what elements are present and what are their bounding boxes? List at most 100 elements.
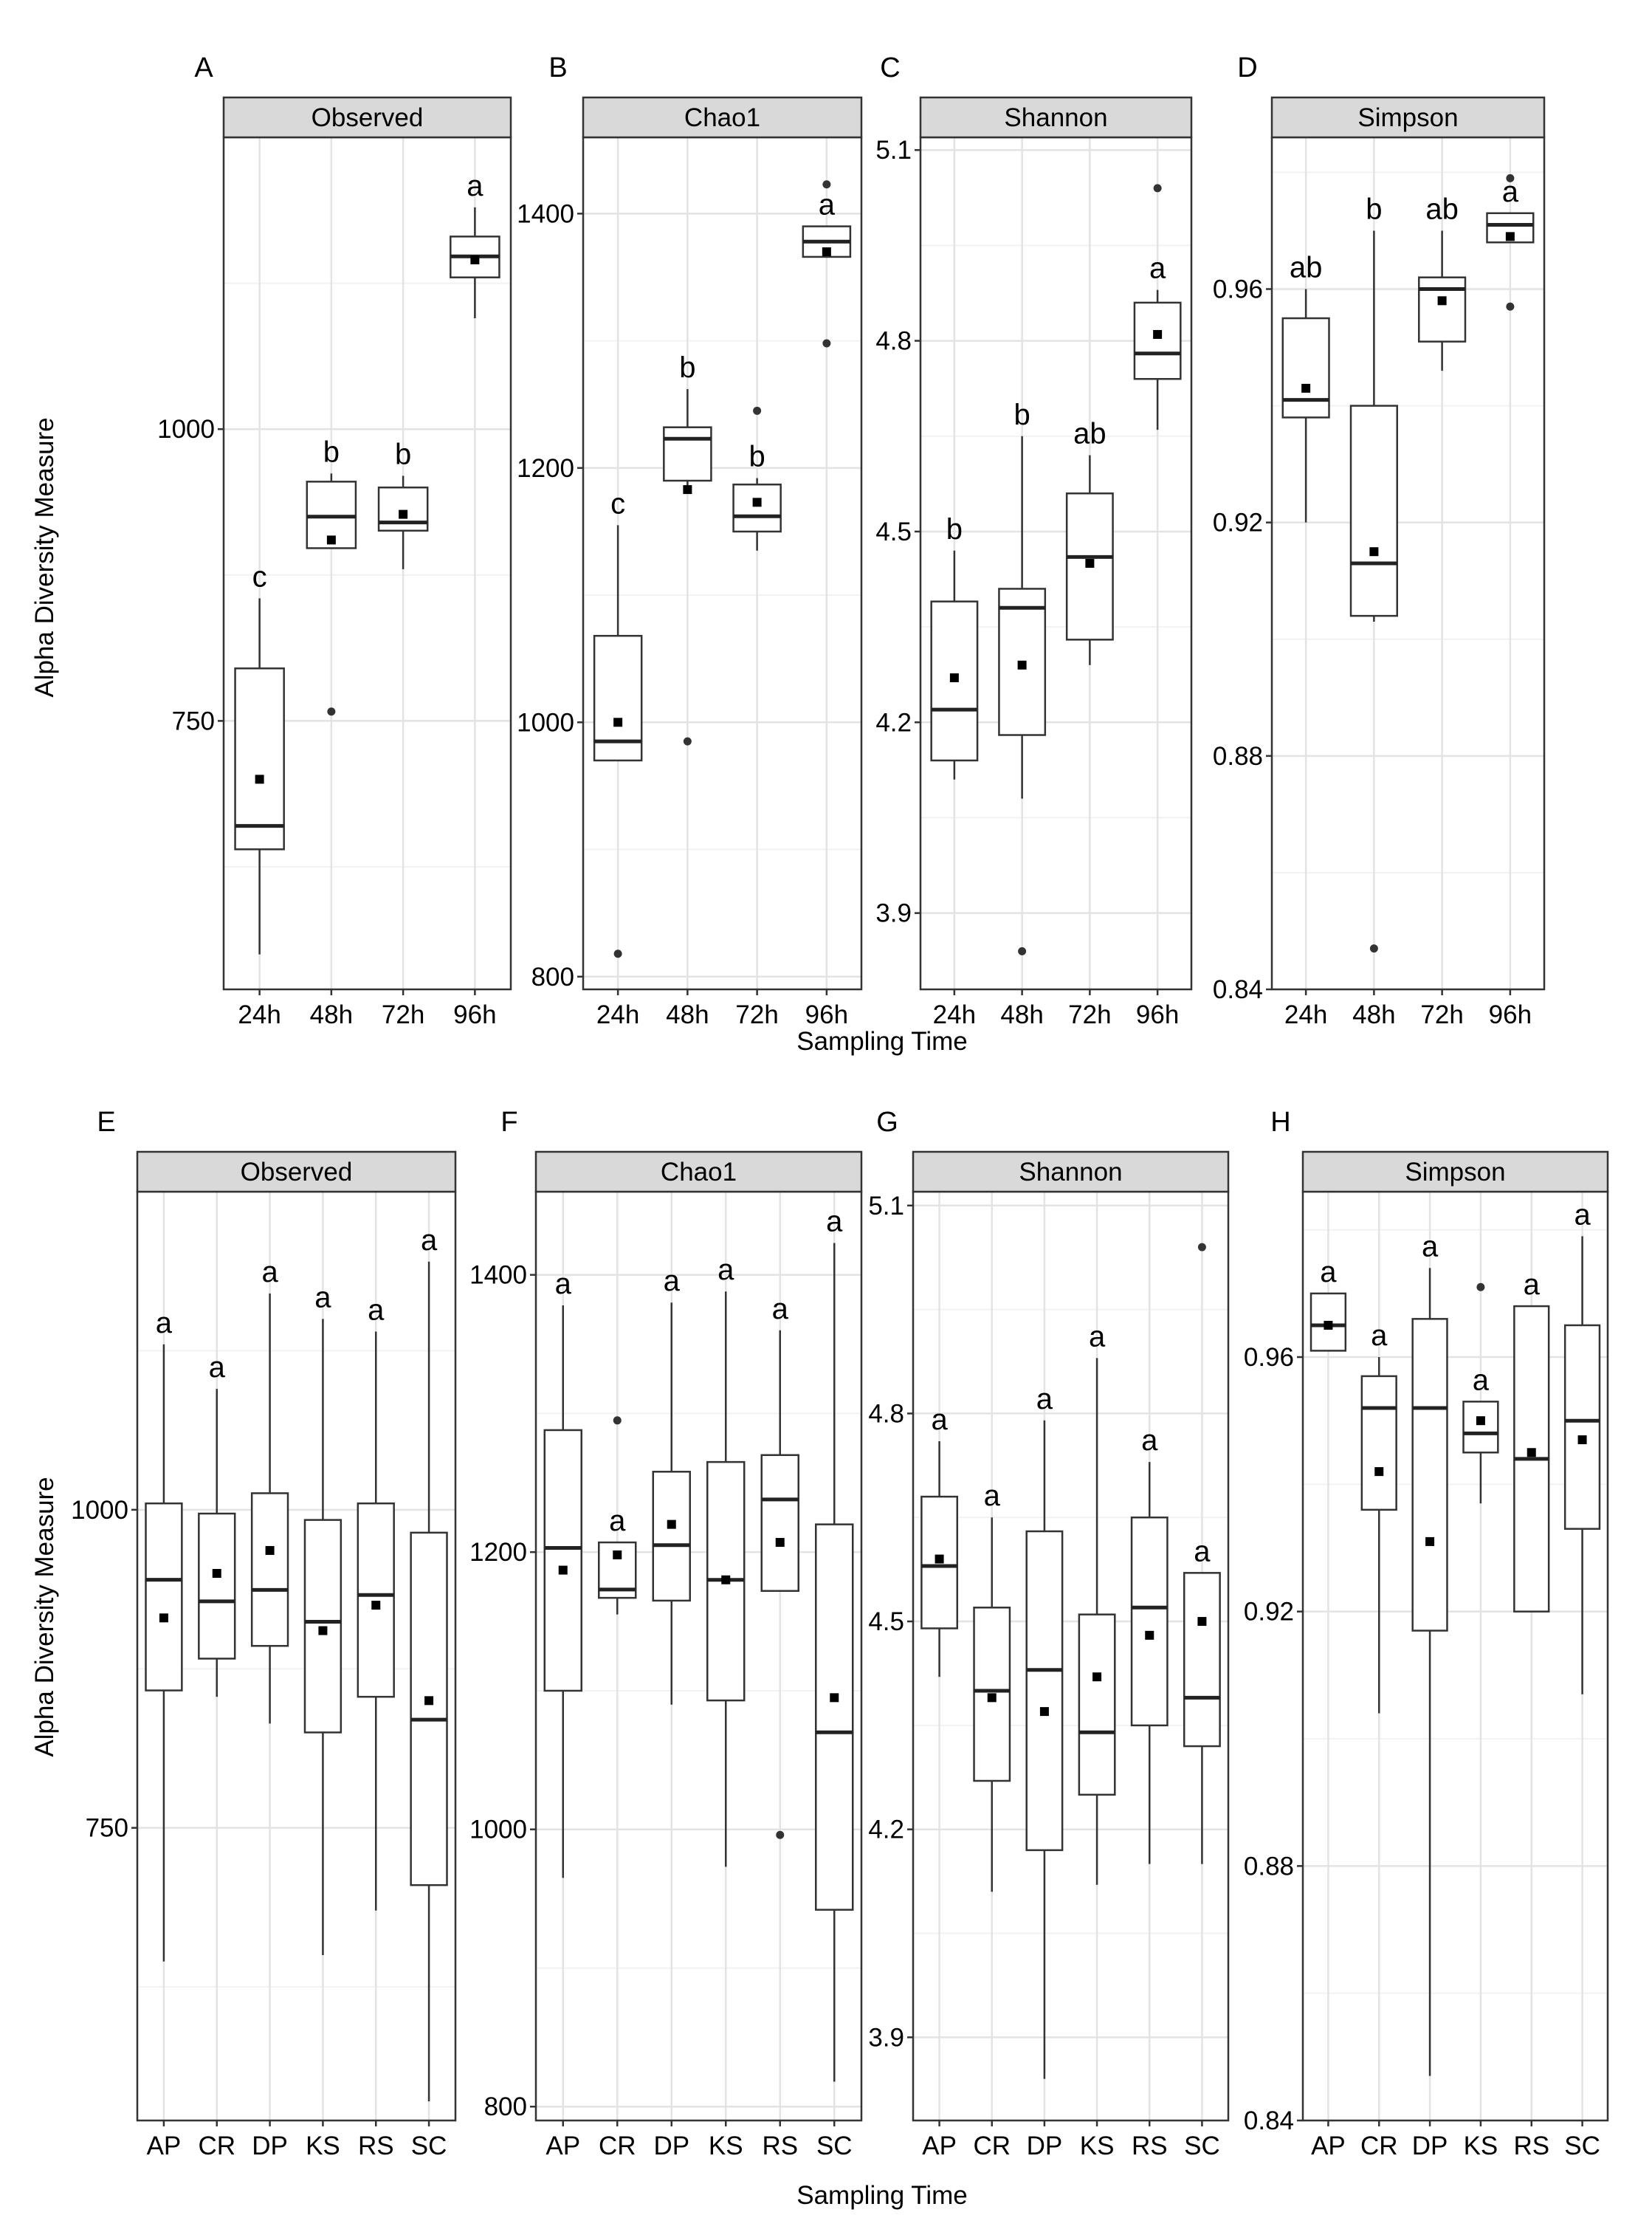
y-tick-label: 1000 xyxy=(157,415,215,444)
box-72h: b xyxy=(732,406,782,551)
strip-label: Chao1 xyxy=(661,1158,737,1187)
panel-letter: C xyxy=(880,52,900,83)
box-iqr xyxy=(1349,405,1398,617)
y-tick-label: 750 xyxy=(86,1814,128,1843)
panel-d: 0.84 0.88 0.92 0.96 ab 24h b 48h ab 72h a 96h Simpso… xyxy=(1213,52,1546,1029)
significance-letter: a xyxy=(1502,176,1519,208)
box-iqr xyxy=(1418,276,1467,343)
box-iqr xyxy=(1130,1516,1169,1727)
panel-f: 800 1000 1200 1400 a AP a CR a DP a KS a RS a SC Chao1 F xyxy=(469,1107,863,2160)
significance-letter: a xyxy=(1473,1364,1490,1396)
significance-letter: ab xyxy=(1073,418,1107,450)
significance-letter: b xyxy=(395,438,411,470)
box-iqr xyxy=(1133,301,1182,380)
y-tick-label: 800 xyxy=(531,963,574,992)
mean-marker xyxy=(987,1693,997,1703)
box-iqr xyxy=(145,1502,183,1692)
mean-marker xyxy=(613,1550,622,1559)
panel-g: 3.9 4.2 4.5 4.8 5.1 a AP a CR a DP a KS a RS a SC Shannon… xyxy=(868,1107,1230,2160)
strip-label: Chao1 xyxy=(684,103,760,132)
box-ap: a xyxy=(1309,1256,1347,1352)
strip-header xyxy=(1270,96,1546,139)
panel-letter: D xyxy=(1237,52,1257,83)
box-iqr xyxy=(652,1471,691,1602)
mean-marker xyxy=(470,255,480,264)
y-tick-label: 0.92 xyxy=(1213,509,1263,538)
mean-marker xyxy=(775,1538,785,1548)
strip-label: Observed xyxy=(312,103,424,132)
significance-letter: c xyxy=(610,487,625,520)
panel-letter: G xyxy=(876,1107,898,1138)
box-iqr xyxy=(760,1454,799,1593)
box-dp: a xyxy=(1411,1230,1448,2076)
x-tick-label: 72h xyxy=(382,1000,424,1029)
mean-marker xyxy=(159,1613,168,1623)
plot-background xyxy=(137,1192,455,2120)
y-axis-title-bottom: Alpha Diversity Measure xyxy=(30,1477,59,1756)
significance-letter: a xyxy=(826,1205,843,1237)
y-tick-label: 750 xyxy=(172,707,215,735)
significance-letter: a xyxy=(931,1404,948,1436)
panel-letter: A xyxy=(194,52,213,83)
mean-marker xyxy=(1527,1448,1536,1457)
mean-marker xyxy=(1039,1707,1049,1717)
significance-letter: a xyxy=(1194,1535,1211,1567)
box-iqr xyxy=(1462,1401,1499,1454)
strip-header xyxy=(1301,1150,1609,1193)
box-iqr xyxy=(663,426,712,482)
panel-c: 3.9 4.2 4.5 4.8 5.1 b 24h b 48h ab 72h a 96h Shannon C xyxy=(875,52,1193,1029)
mean-marker xyxy=(1437,296,1447,306)
x-tick-label: 96h xyxy=(805,1000,848,1029)
outlier-point xyxy=(1018,947,1027,955)
y-tick-label: 1000 xyxy=(469,1816,527,1844)
x-tick-label: DP xyxy=(653,2132,689,2160)
significance-letter: a xyxy=(1036,1383,1053,1415)
plot-background xyxy=(1303,1192,1608,2120)
outlier-point xyxy=(1476,1282,1485,1291)
strip-header xyxy=(582,96,863,139)
plot-background xyxy=(583,137,861,989)
x-tick-label: 24h xyxy=(596,1000,639,1029)
box-96h: a xyxy=(1133,184,1182,430)
significance-letter: a xyxy=(421,1224,438,1257)
significance-letter: a xyxy=(368,1294,385,1327)
y-tick-label: 0.88 xyxy=(1244,1852,1294,1881)
box-24h: c xyxy=(234,560,285,955)
outlier-point xyxy=(1153,184,1162,193)
significance-letter: b xyxy=(323,436,340,468)
box-cr: a xyxy=(973,1480,1011,1892)
plot-background xyxy=(1272,137,1544,989)
panel-e: 750 1000 a AP a CR a DP a KS a RS a SC Observed E xyxy=(71,1107,457,2160)
mean-marker xyxy=(935,1554,944,1564)
x-tick-label: 96h xyxy=(453,1000,496,1029)
panel-letter: E xyxy=(97,1107,115,1138)
outlier-point xyxy=(1506,302,1515,311)
strip-label: Simpson xyxy=(1405,1158,1505,1187)
box-rs: a xyxy=(1513,1268,1550,1613)
mean-marker xyxy=(721,1575,731,1584)
x-tick-label: KS xyxy=(709,2132,743,2160)
strip-label: Observed xyxy=(241,1158,353,1187)
x-tick-label: DP xyxy=(1027,2132,1063,2160)
significance-letter: a xyxy=(1141,1424,1158,1457)
plot-background xyxy=(913,1192,1228,2120)
outlier-point xyxy=(822,339,831,348)
y-tick-label: 5.1 xyxy=(868,1192,904,1220)
significance-letter: b xyxy=(946,513,963,546)
y-tick-label: 0.84 xyxy=(1213,975,1263,1004)
x-axis-title-top: Sampling Time xyxy=(796,1027,967,1056)
y-tick-label: 0.88 xyxy=(1213,742,1263,771)
significance-letter: a xyxy=(772,1293,789,1325)
box-96h: a xyxy=(1486,174,1535,311)
x-tick-label: 48h xyxy=(666,1000,709,1029)
strip-label: Shannon xyxy=(1004,103,1107,132)
mean-marker xyxy=(1153,329,1163,339)
y-tick-label: 1200 xyxy=(469,1538,527,1567)
y-tick-label: 0.96 xyxy=(1213,275,1263,304)
y-tick-label: 1200 xyxy=(517,454,574,483)
mean-marker xyxy=(1374,1467,1384,1477)
mean-marker xyxy=(558,1565,568,1575)
x-tick-label: RS xyxy=(1513,2132,1549,2160)
x-tick-label: AP xyxy=(922,2132,957,2160)
